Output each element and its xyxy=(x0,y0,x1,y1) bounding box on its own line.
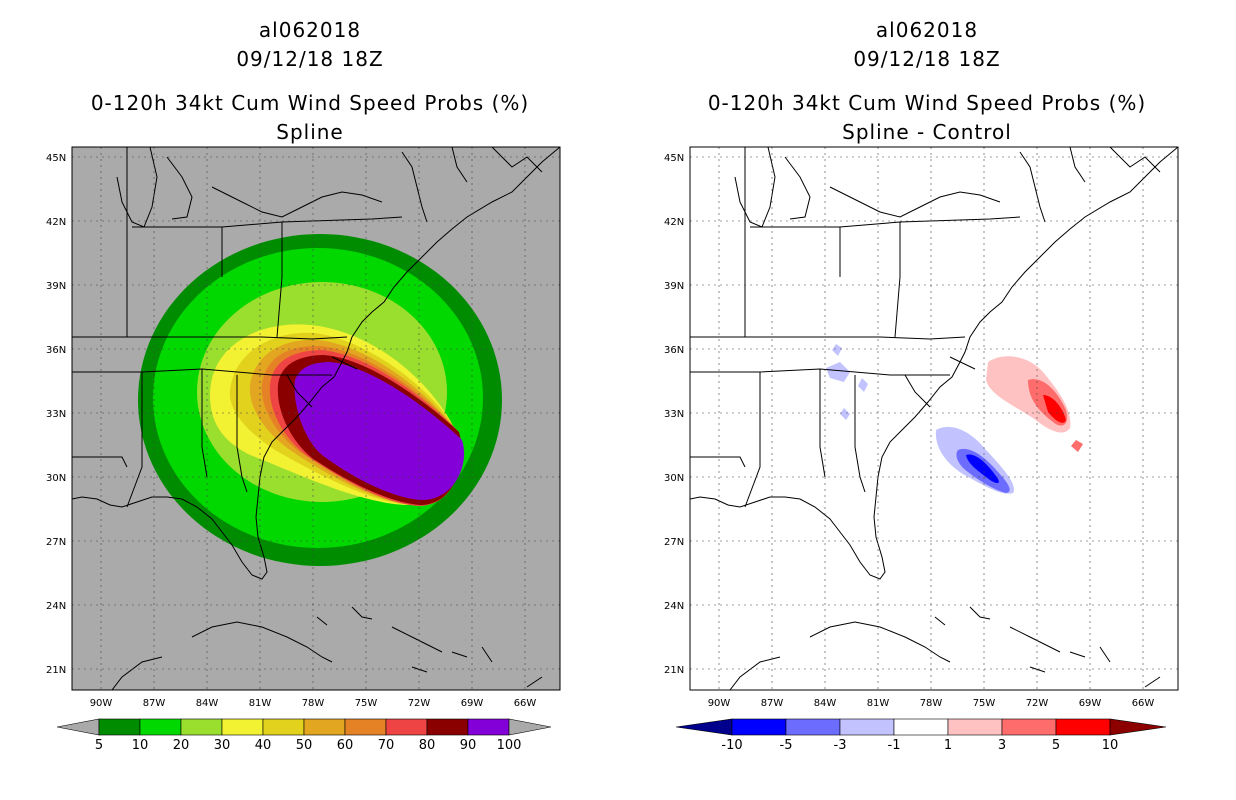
left-lon-label: 81W xyxy=(249,698,272,709)
left-colorbar-high-triangle xyxy=(508,718,552,736)
right-colorbar-swatch xyxy=(1055,718,1111,736)
left-colorbar-label: 10 xyxy=(132,738,149,753)
right-lon-label: 69W xyxy=(1079,698,1102,709)
left-colorbar-swatch xyxy=(262,718,305,736)
left-colorbar-swatch xyxy=(303,718,346,736)
left-lon-label: 66W xyxy=(514,698,537,709)
right-datetime: 09/12/18 18Z xyxy=(853,47,1001,71)
left-colorbar-swatch xyxy=(98,718,141,736)
left-colorbar-label: 100 xyxy=(497,738,522,753)
left-colorbar-label: 30 xyxy=(214,738,231,753)
right-colorbar-low-triangle xyxy=(675,718,733,736)
left-lat-label: 42N xyxy=(46,217,66,228)
right-lon-label: 78W xyxy=(920,698,943,709)
left-datetime: 09/12/18 18Z xyxy=(236,47,384,71)
left-lon-label: 90W xyxy=(90,698,113,709)
right-colorbar-swatch xyxy=(947,718,1003,736)
right-storm-id: al062018 xyxy=(875,18,979,42)
right-colorbar-label: 10 xyxy=(1102,738,1119,753)
right-lon-label: 90W xyxy=(708,698,731,709)
right-colorbar-label: -10 xyxy=(721,738,742,753)
right-lat-label: 33N xyxy=(664,409,684,420)
right-colorbar-label: -5 xyxy=(780,738,793,753)
left-lat-label: 27N xyxy=(46,537,66,548)
right-colorbar-label: 5 xyxy=(1052,738,1060,753)
right-colorbar-swatch xyxy=(893,718,949,736)
left-lat-label: 24N xyxy=(46,601,66,612)
left-colorbar: 5 10 20 30 40 50 60 70 80 90 100 xyxy=(56,718,552,753)
left-lon-label: 72W xyxy=(408,698,431,709)
right-lat-label: 27N xyxy=(664,537,684,548)
right-colorbar-swatch xyxy=(839,718,895,736)
left-colorbar-swatch xyxy=(139,718,182,736)
left-map: 45N 42N 39N 36N 33N 30N 27N 24N 21N 90W … xyxy=(46,146,561,753)
right-colorbar-label: -1 xyxy=(888,738,901,753)
right-colorbar-label: 1 xyxy=(944,738,952,753)
right-lat-label: 42N xyxy=(664,217,684,228)
left-lon-label: 78W xyxy=(302,698,325,709)
left-colorbar-swatch xyxy=(344,718,387,736)
left-colorbar-label: 40 xyxy=(255,738,272,753)
right-lat-label: 24N xyxy=(664,601,684,612)
left-colorbar-label: 20 xyxy=(173,738,190,753)
right-lat-label: 45N xyxy=(664,153,684,164)
right-gridlines xyxy=(690,147,1178,690)
left-lat-label: 36N xyxy=(46,345,66,356)
right-colorbar-swatch xyxy=(731,718,787,736)
right-lon-label: 87W xyxy=(761,698,784,709)
left-colorbar-label: 90 xyxy=(460,738,477,753)
left-lat-label: 30N xyxy=(46,473,66,484)
right-colorbar-high-triangle xyxy=(1109,718,1167,736)
right-product-title: 0-120h 34kt Cum Wind Speed Probs (%) xyxy=(707,91,1147,115)
right-colorbar-swatch xyxy=(1001,718,1057,736)
left-colorbar-label: 70 xyxy=(378,738,395,753)
left-colorbar-low-triangle xyxy=(56,718,100,736)
left-colorbar-label: 80 xyxy=(419,738,436,753)
left-lon-label: 75W xyxy=(355,698,378,709)
left-lat-label: 21N xyxy=(46,665,66,676)
left-colorbar-swatch xyxy=(426,718,469,736)
right-colorbar: -10 -5 -3 -1 1 3 5 10 xyxy=(675,718,1167,753)
left-storm-id: al062018 xyxy=(258,18,362,42)
right-colorbar-label: 3 xyxy=(998,738,1006,753)
left-colorbar-label: 5 xyxy=(95,738,103,753)
right-lat-label: 39N xyxy=(664,281,684,292)
right-colorbar-label: -3 xyxy=(834,738,847,753)
right-lon-label: 84W xyxy=(814,698,837,709)
left-lon-label: 69W xyxy=(461,698,484,709)
left-colorbar-swatch xyxy=(467,718,510,736)
right-lon-label: 81W xyxy=(867,698,890,709)
left-probability-field xyxy=(72,147,560,690)
left-lon-label: 87W xyxy=(143,698,166,709)
right-lon-label: 75W xyxy=(973,698,996,709)
right-map: 45N 42N 39N 36N 33N 30N 27N 24N 21N 90W … xyxy=(664,146,1179,753)
left-colorbar-label: 60 xyxy=(337,738,354,753)
right-difference-field xyxy=(690,147,1178,690)
right-lon-label: 72W xyxy=(1026,698,1049,709)
left-subtitle: Spline xyxy=(276,120,344,144)
left-gridlines xyxy=(72,147,560,690)
left-lat-label: 33N xyxy=(46,409,66,420)
right-lat-label: 30N xyxy=(664,473,684,484)
right-lat-label: 21N xyxy=(664,665,684,676)
right-subtitle: Spline - Control xyxy=(842,120,1012,144)
left-colorbar-label: 50 xyxy=(296,738,313,753)
left-product-title: 0-120h 34kt Cum Wind Speed Probs (%) xyxy=(90,91,530,115)
left-lat-label: 45N xyxy=(46,153,66,164)
right-lat-label: 36N xyxy=(664,345,684,356)
left-colorbar-swatch xyxy=(221,718,264,736)
right-lon-label: 66W xyxy=(1132,698,1155,709)
right-colorbar-swatch xyxy=(785,718,841,736)
left-colorbar-swatch xyxy=(385,718,428,736)
left-lon-label: 84W xyxy=(196,698,219,709)
left-colorbar-swatch xyxy=(180,718,223,736)
left-lat-label: 39N xyxy=(46,281,66,292)
